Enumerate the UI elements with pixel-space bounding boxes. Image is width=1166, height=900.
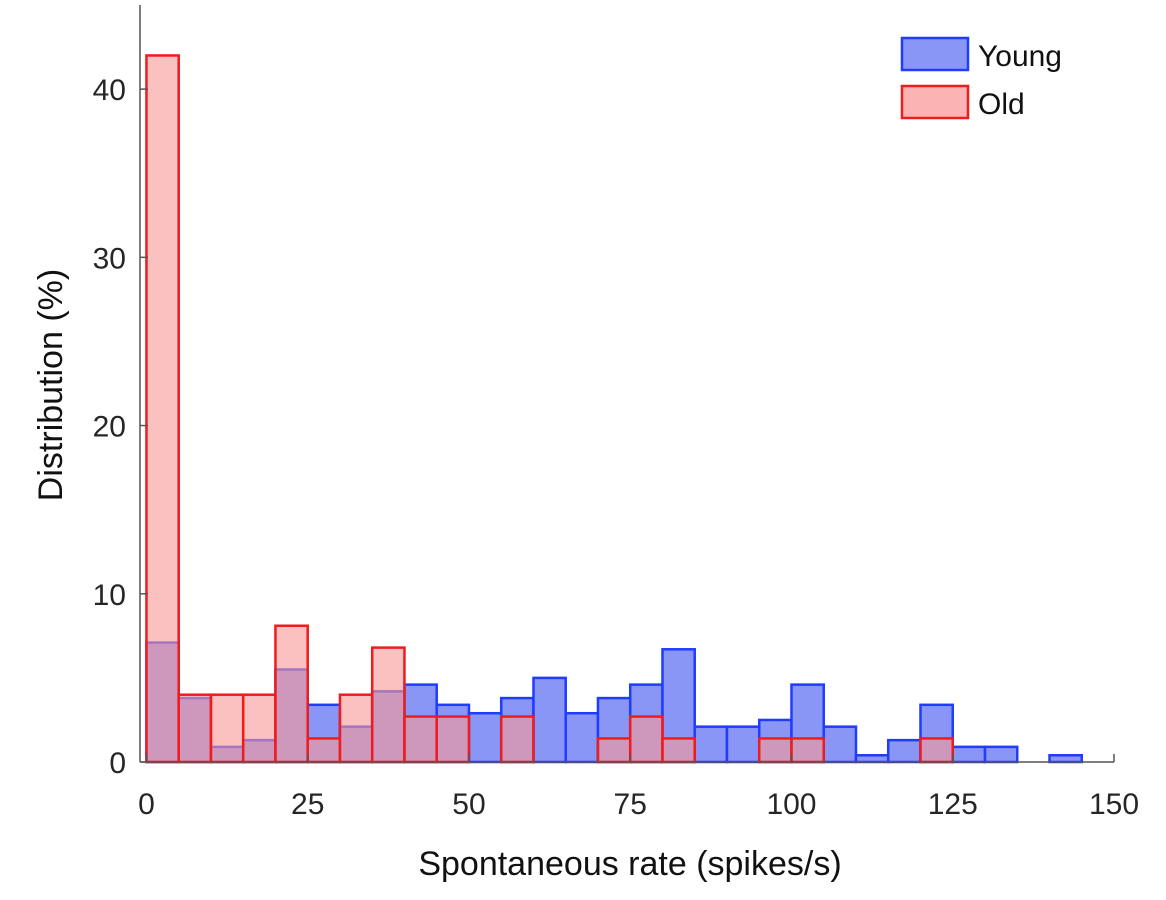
x-tick-label: 0: [138, 788, 155, 821]
x-axis-title: Spontaneous rate (spikes/s): [418, 845, 841, 883]
young-bar: [1048, 754, 1083, 764]
y-tick-label: 30: [93, 242, 126, 275]
x-ticks: 0 25 50 75 100 125 150: [138, 754, 1139, 821]
old-bar: [919, 737, 954, 764]
y-axis-title: Distribution (%): [32, 269, 70, 501]
old-bar: [596, 737, 632, 764]
young-bar: [532, 676, 567, 764]
x-tick-label: 75: [614, 788, 647, 821]
young-bar: [725, 725, 761, 764]
old-bar: [145, 54, 180, 764]
old-bar: [274, 624, 309, 764]
old-bar: [499, 715, 535, 764]
legend-swatch-old: [900, 84, 970, 120]
old-bar: [241, 693, 277, 764]
old-bar: [435, 715, 471, 764]
series-old: [145, 54, 954, 764]
young-bar: [886, 738, 922, 764]
y-tick-label: 40: [93, 74, 126, 107]
old-bar: [661, 737, 696, 764]
legend-label-young: Young: [978, 40, 1062, 73]
x-tick-label: 100: [766, 788, 816, 821]
old-bar: [338, 693, 374, 764]
bars-layer: [145, 54, 1083, 764]
young-bar: [822, 725, 858, 764]
legend: Young Old: [900, 36, 1062, 121]
x-tick-label: 25: [291, 788, 324, 821]
young-bar: [983, 745, 1019, 764]
young-bar: [951, 745, 987, 764]
old-bar: [370, 646, 406, 764]
old-bar: [209, 693, 245, 764]
x-tick-label: 50: [452, 788, 485, 821]
y-ticks: 0 10 20 30 40: [93, 74, 148, 780]
y-tick-label: 10: [93, 579, 126, 612]
young-bar: [467, 711, 503, 764]
young-bar: [693, 725, 729, 764]
legend-label-old: Old: [978, 88, 1025, 121]
old-bar: [757, 737, 793, 764]
x-tick-label: 150: [1089, 788, 1139, 821]
young-bar: [564, 711, 600, 764]
axes-layer: 0 25 50 75 100 125 150 0 10 20 30 40: [93, 5, 1139, 821]
y-tick-label: 0: [109, 747, 126, 780]
legend-swatch-young: [900, 36, 970, 72]
old-bar: [790, 737, 825, 764]
y-tick-label: 20: [93, 411, 126, 444]
old-bar: [306, 737, 342, 764]
old-bar: [177, 693, 213, 764]
old-bar: [403, 715, 438, 764]
old-bar: [628, 715, 664, 764]
x-tick-label: 125: [928, 788, 978, 821]
young-bar: [854, 754, 890, 764]
